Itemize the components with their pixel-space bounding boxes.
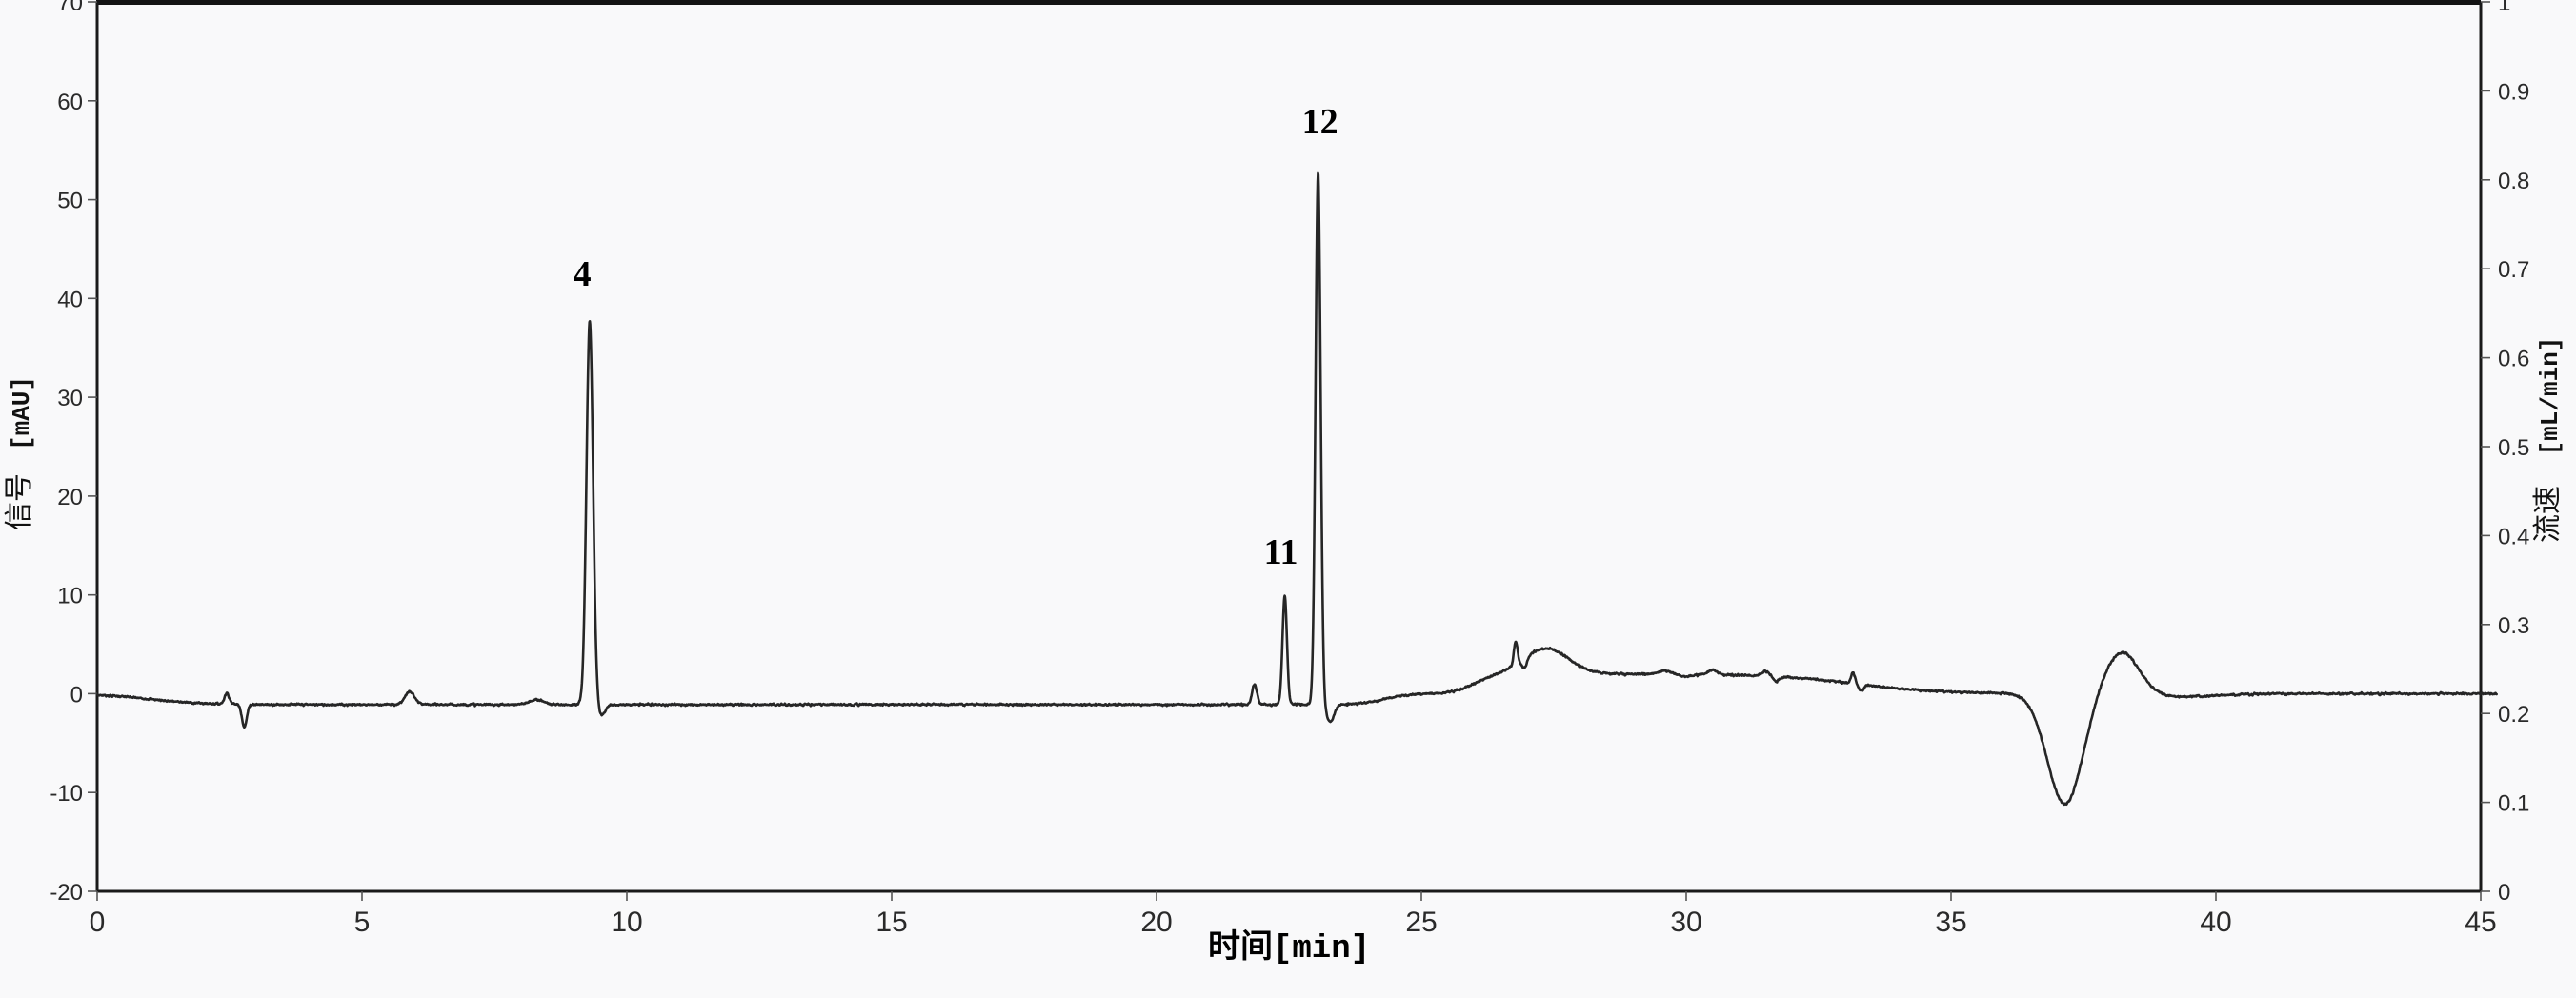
- svg-text:10: 10: [57, 584, 83, 609]
- svg-text:0.5: 0.5: [2498, 435, 2529, 461]
- svg-text:信号: 信号: [4, 473, 35, 530]
- svg-text:0: 0: [2498, 880, 2510, 906]
- svg-text:0.9: 0.9: [2498, 79, 2529, 105]
- svg-text:70: 70: [57, 0, 83, 16]
- svg-text:30: 30: [1670, 907, 1701, 938]
- svg-text:[mL/min]: [mL/min]: [2536, 337, 2565, 456]
- svg-text:1: 1: [2498, 0, 2510, 16]
- svg-text:[mAU]: [mAU]: [8, 376, 36, 450]
- svg-text:流速: 流速: [2532, 486, 2564, 543]
- svg-text:4: 4: [574, 254, 592, 294]
- svg-text:50: 50: [57, 189, 83, 214]
- svg-text:5: 5: [354, 907, 371, 938]
- svg-text:35: 35: [1935, 907, 1966, 938]
- svg-text:10: 10: [611, 907, 642, 938]
- svg-text:0.7: 0.7: [2498, 257, 2529, 283]
- svg-text:30: 30: [57, 386, 83, 411]
- svg-text:12: 12: [1302, 102, 1338, 142]
- svg-text:0: 0: [90, 907, 106, 938]
- svg-text:-10: -10: [50, 781, 83, 807]
- svg-text:60: 60: [57, 90, 83, 115]
- svg-text:0: 0: [70, 682, 83, 708]
- svg-text:15: 15: [875, 907, 907, 938]
- svg-text:40: 40: [2200, 907, 2231, 938]
- svg-text:20: 20: [57, 485, 83, 510]
- svg-text:0.1: 0.1: [2498, 791, 2529, 817]
- svg-text:40: 40: [57, 287, 83, 312]
- svg-text:45: 45: [2465, 907, 2496, 938]
- svg-text:0.3: 0.3: [2498, 613, 2529, 639]
- svg-text:0.2: 0.2: [2498, 702, 2529, 728]
- svg-text:时间[min]: 时间[min]: [1208, 928, 1370, 968]
- svg-text:25: 25: [1405, 907, 1437, 938]
- svg-text:0.4: 0.4: [2498, 524, 2529, 549]
- svg-text:-20: -20: [50, 880, 83, 906]
- svg-text:11: 11: [1264, 532, 1298, 572]
- svg-text:0.8: 0.8: [2498, 169, 2529, 194]
- svg-text:0.6: 0.6: [2498, 347, 2529, 372]
- svg-text:20: 20: [1140, 907, 1172, 938]
